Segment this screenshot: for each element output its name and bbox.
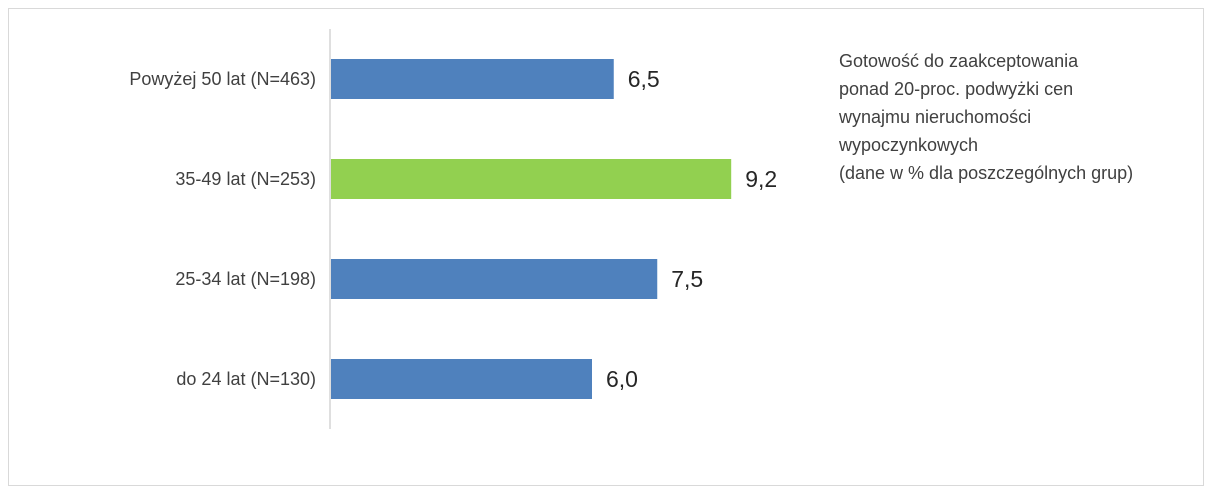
bar: [331, 159, 732, 199]
category-label: 25-34 lat (N=198): [175, 269, 316, 289]
note-line: ponad 20-proc. podwyżki cen: [839, 79, 1074, 99]
chart-note: Gotowość do zaakceptowania ponad 20-proc…: [839, 47, 1206, 187]
data-label: 7,5: [671, 266, 703, 292]
category-label: 35-49 lat (N=253): [175, 169, 316, 189]
note-line: wynajmu nieruchomości: [839, 107, 1032, 127]
category-label: Powyżej 50 lat (N=463): [129, 69, 316, 89]
chart-frame: Powyżej 50 lat (N=463) 6,5 35-49 lat (N=25…: [8, 8, 1204, 486]
bar: [331, 259, 658, 299]
category-label: do 24 lat (N=130): [176, 369, 316, 389]
data-label: 6,0: [606, 366, 638, 392]
note-line: Gotowość do zaakceptowania: [839, 51, 1079, 71]
bar-chart: Powyżej 50 lat (N=463) 6,5 35-49 lat (N=25…: [129, 29, 777, 429]
note-line: (dane w % dla poszczególnych grup): [839, 163, 1134, 183]
data-label: 6,5: [628, 66, 660, 92]
bar: [331, 359, 592, 399]
note-line: wypoczynkowych: [839, 135, 979, 155]
bar: [331, 59, 614, 99]
data-label: 9,2: [745, 166, 777, 192]
